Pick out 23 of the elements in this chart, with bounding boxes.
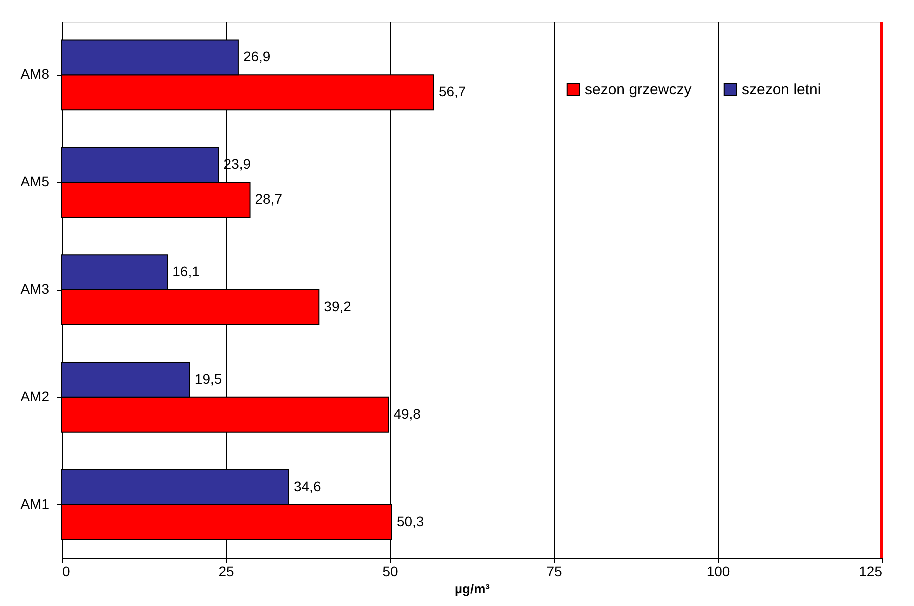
legend-label: sezon grzewczy (585, 82, 692, 99)
x-tick-label: 75 (546, 564, 562, 580)
data-label: 34,6 (294, 478, 322, 494)
y-tick-label: AM3 (20, 281, 50, 297)
x-tick-label: 50 (382, 564, 398, 580)
y-tick-label: AM5 (20, 174, 50, 190)
data-label: 56,7 (438, 84, 466, 100)
data-label: 28,7 (255, 191, 283, 208)
y-tick-label: AM1 (20, 496, 50, 512)
legend-label: szezon letni (742, 82, 822, 99)
x-tick-label: 100 (706, 564, 730, 580)
data-label: 26,9 (243, 48, 271, 65)
x-tick-label: 25 (218, 564, 234, 580)
x-tick-label: 125 (859, 564, 883, 580)
y-tick-label: AM8 (20, 66, 50, 82)
data-label: 19,5 (194, 370, 222, 387)
data-label: 49,8 (394, 406, 422, 422)
y-tick-label: AM2 (20, 388, 50, 404)
data-label: 39,2 (324, 298, 352, 314)
x-tick-label: 0 (62, 564, 70, 580)
x-axis-title: µg/m³ (455, 582, 491, 596)
data-label: 16,1 (172, 264, 200, 280)
data-label: 50,3 (396, 513, 424, 530)
